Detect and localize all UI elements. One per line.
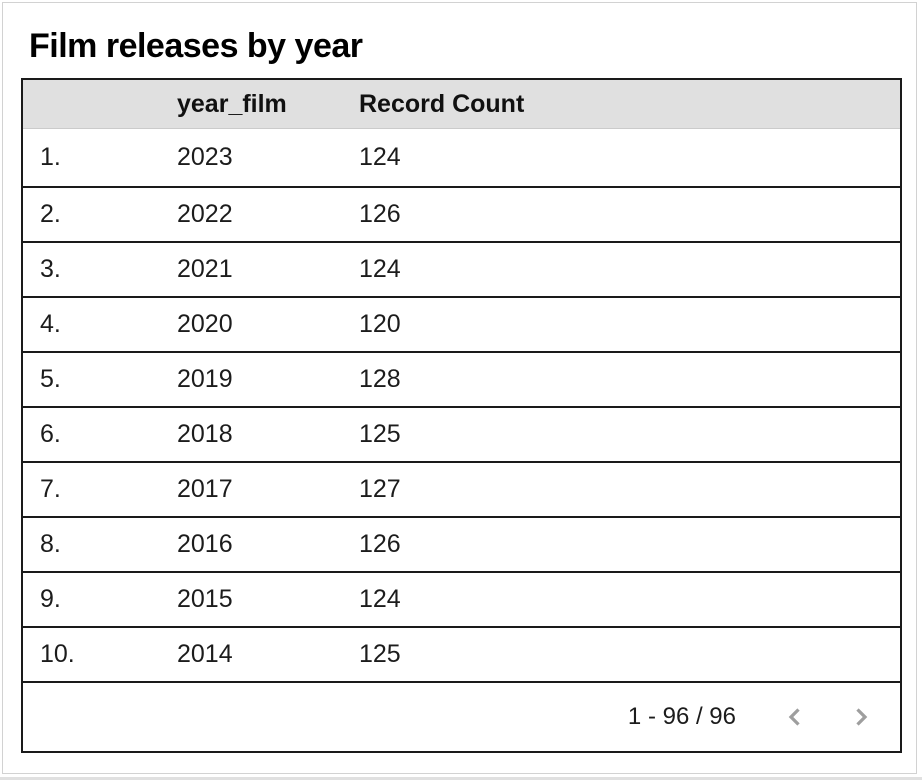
record-count-cell: 120 xyxy=(342,296,901,352)
table-row: 5. 2019 128 xyxy=(22,351,901,407)
table-row: 9. 2015 124 xyxy=(22,571,901,627)
record-count-cell: 125 xyxy=(342,626,901,682)
record-count-cell: 126 xyxy=(342,516,901,572)
table-header: year_film Record Count xyxy=(22,79,901,129)
year-film-cell: 2023 xyxy=(159,128,342,187)
year-film-cell: 2020 xyxy=(159,296,342,352)
year-film-cell: 2016 xyxy=(159,516,342,572)
chart-title: Film releases by year xyxy=(29,27,363,65)
row-number-cell: 4. xyxy=(22,296,159,352)
row-number-cell: 2. xyxy=(22,186,159,242)
pagination-range: 1 - 96 / 96 xyxy=(627,703,736,730)
record-count-cell: 127 xyxy=(342,461,901,517)
chevron-left-icon xyxy=(788,708,800,726)
record-count-cell: 124 xyxy=(342,571,901,627)
record-count-cell: 124 xyxy=(342,241,901,297)
table-row: 3. 2021 124 xyxy=(22,241,901,297)
header-cell-record-count[interactable]: Record Count xyxy=(342,79,901,129)
year-film-cell: 2015 xyxy=(159,571,342,627)
row-number-cell: 9. xyxy=(22,571,159,627)
record-count-cell: 128 xyxy=(342,351,901,407)
row-number-cell: 3. xyxy=(22,241,159,297)
header-row: year_film Record Count xyxy=(22,79,901,129)
chevron-right-icon xyxy=(856,708,868,726)
header-cell-year-film[interactable]: year_film xyxy=(159,79,342,129)
pagination-row: 1 - 96 / 96 xyxy=(22,681,901,752)
table-row: 2. 2022 126 xyxy=(22,186,901,242)
year-film-cell: 2018 xyxy=(159,406,342,462)
table-row: 10. 2014 125 xyxy=(22,626,901,682)
table-footer: 1 - 96 / 96 xyxy=(22,681,901,752)
table-row: 1. 2023 124 xyxy=(22,128,901,187)
year-film-cell: 2021 xyxy=(159,241,342,297)
table-row: 4. 2020 120 xyxy=(22,296,901,352)
row-number-cell: 6. xyxy=(22,406,159,462)
record-count-cell: 126 xyxy=(342,186,901,242)
record-count-cell: 124 xyxy=(342,128,901,187)
row-number-cell: 7. xyxy=(22,461,159,517)
row-number-cell: 8. xyxy=(22,516,159,572)
pagination: 1 - 96 / 96 xyxy=(23,683,900,751)
header-cell-row-number xyxy=(22,79,159,129)
prev-page-button[interactable] xyxy=(780,702,810,732)
row-number-cell: 10. xyxy=(22,626,159,682)
table-row: 6. 2018 125 xyxy=(22,406,901,462)
table-row: 8. 2016 126 xyxy=(22,516,901,572)
page-background-edge xyxy=(0,777,922,780)
next-page-button[interactable] xyxy=(846,702,876,732)
row-number-cell: 1. xyxy=(22,128,159,187)
table-row: 7. 2017 127 xyxy=(22,461,901,517)
table-body: 1. 2023 124 2. 2022 126 3. 2021 124 4. 2… xyxy=(22,128,901,682)
record-count-cell: 125 xyxy=(342,406,901,462)
row-number-cell: 5. xyxy=(22,351,159,407)
year-film-cell: 2022 xyxy=(159,186,342,242)
year-film-cell: 2019 xyxy=(159,351,342,407)
data-table: year_film Record Count 1. 2023 124 2. 20… xyxy=(21,78,902,753)
year-film-cell: 2014 xyxy=(159,626,342,682)
year-film-cell: 2017 xyxy=(159,461,342,517)
